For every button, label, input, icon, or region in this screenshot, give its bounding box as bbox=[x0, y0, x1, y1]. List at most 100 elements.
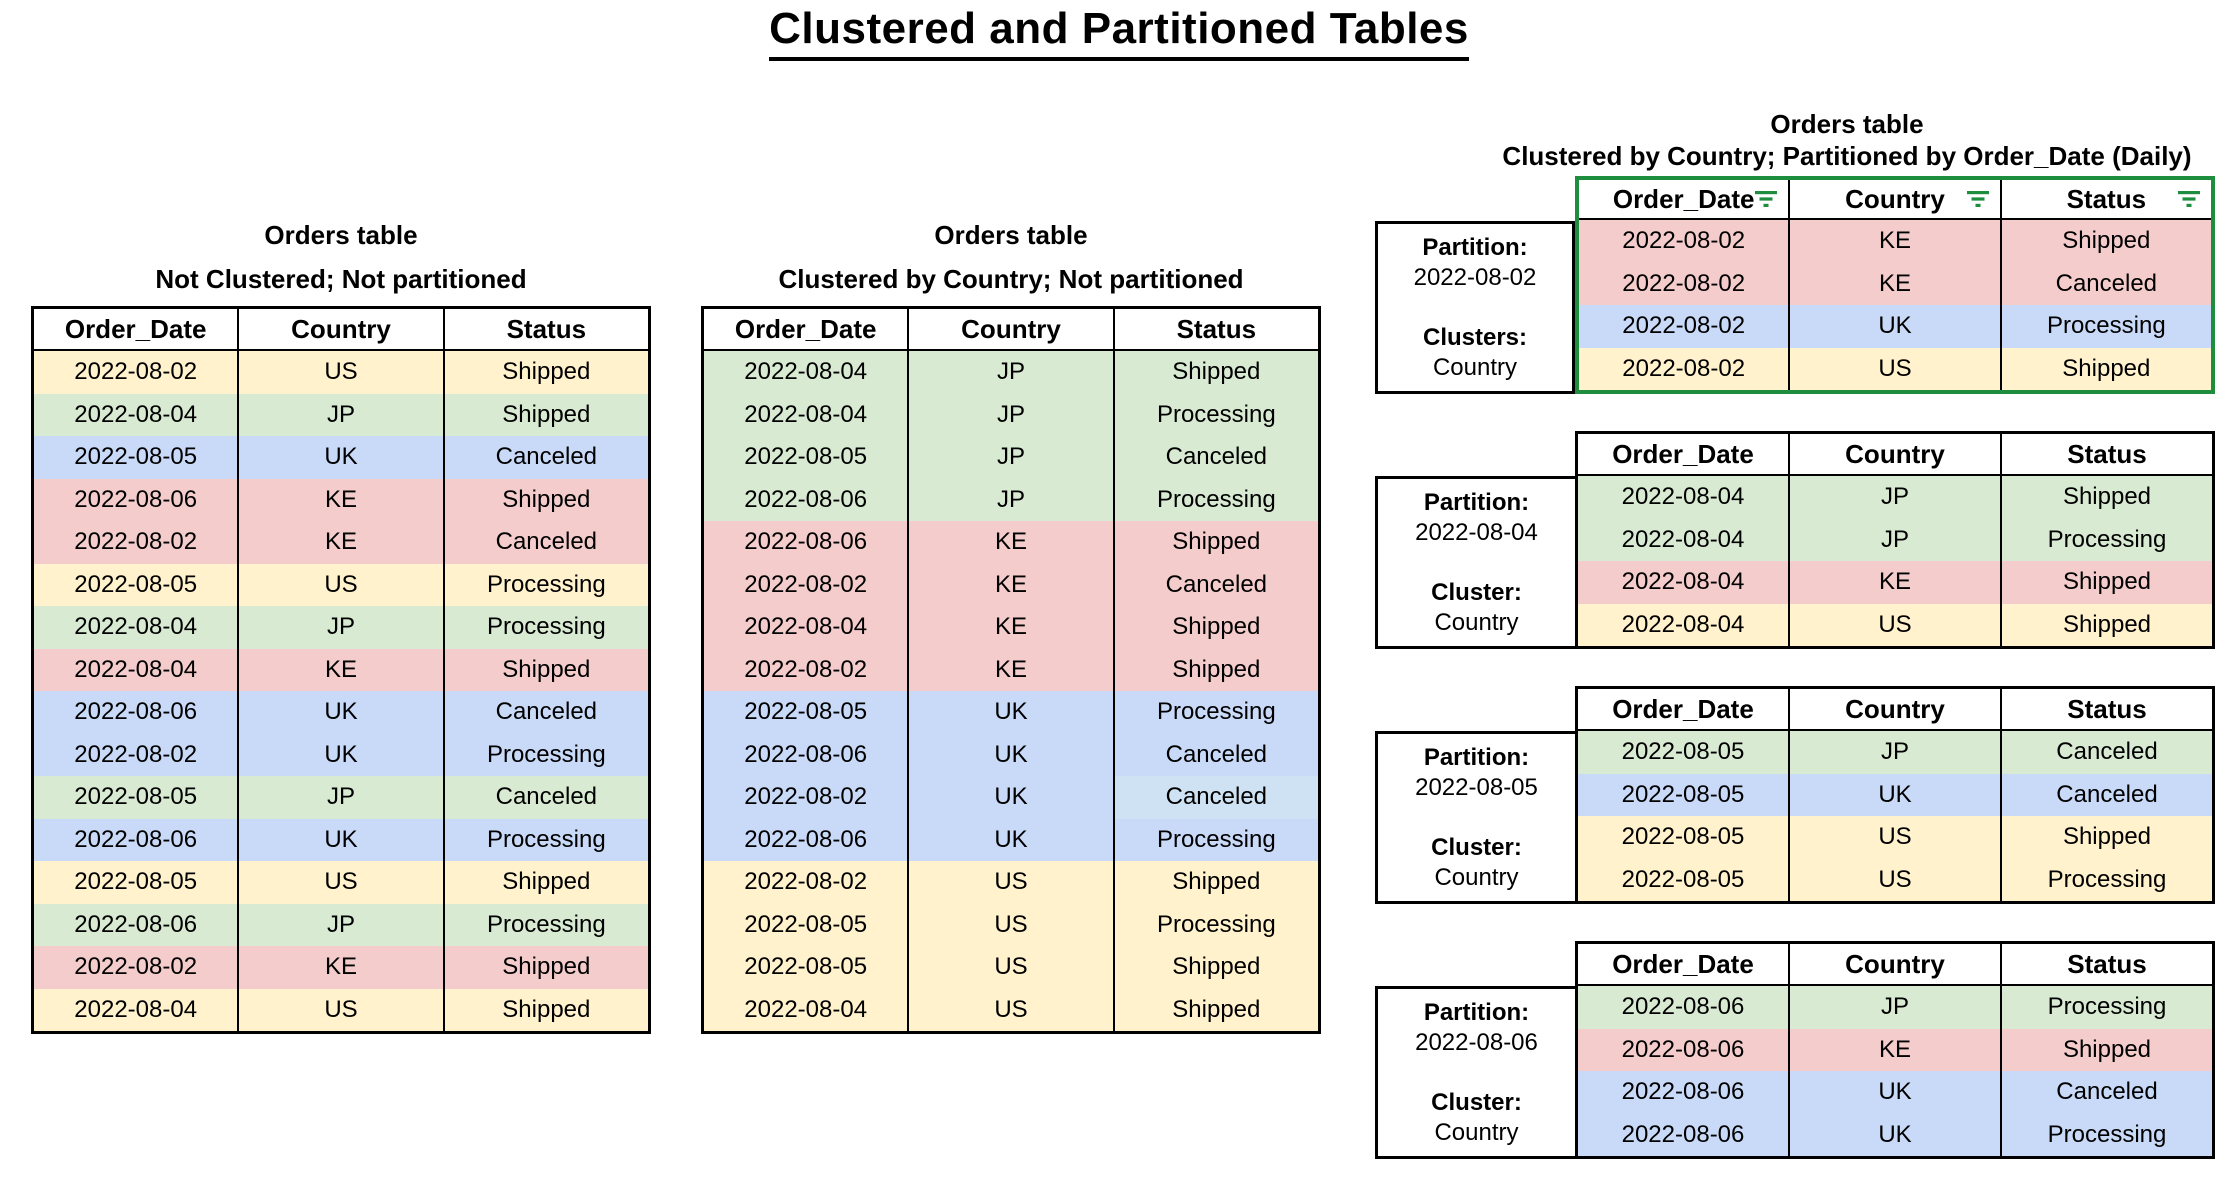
table-row: 2022-08-05 US Shipped bbox=[704, 946, 1318, 989]
cell-country: KE bbox=[909, 521, 1115, 564]
table-row: 2022-08-02 US Shipped bbox=[1579, 347, 2211, 390]
table-row: 2022-08-06 KE Shipped bbox=[34, 478, 648, 521]
cell-country: UK bbox=[239, 691, 445, 734]
table-row: 2022-08-02 KE Shipped bbox=[34, 946, 648, 989]
partition-value: 2022-08-06 bbox=[1415, 1029, 1538, 1056]
cluster-label-group: Clusters: Country bbox=[1423, 323, 1527, 383]
table-row: 2022-08-06 UK Processing bbox=[34, 818, 648, 861]
cell-country: JP bbox=[1790, 518, 2002, 561]
filter-icon bbox=[1966, 191, 1989, 207]
table-row: 2022-08-05 US Processing bbox=[704, 903, 1318, 946]
cell-status: Shipped bbox=[444, 946, 648, 989]
column-header-order-date: Order_Date bbox=[1579, 180, 1791, 218]
section-clustered-partitioned-headings: Orders table Clustered by Country; Parti… bbox=[1462, 108, 2232, 172]
cell-status: Processing bbox=[444, 563, 648, 606]
table-body: 2022-08-02 US Shipped 2022-08-04 JP Shipped 20… bbox=[34, 351, 648, 1031]
cell-status: Processing bbox=[444, 733, 648, 776]
table-row: 2022-08-06 UK Processing bbox=[1578, 1113, 2212, 1156]
cell-order-date: 2022-08-02 bbox=[1579, 262, 1791, 305]
cell-order-date: 2022-08-05 bbox=[34, 776, 240, 819]
cell-order-date: 2022-08-02 bbox=[704, 648, 910, 691]
table-row: 2022-08-05 US Shipped bbox=[1578, 816, 2212, 859]
cluster-label-group: Cluster: Country bbox=[1431, 578, 1522, 638]
column-header-country: Country bbox=[1790, 434, 2002, 474]
column-header-country: Country bbox=[239, 309, 445, 349]
cell-order-date: 2022-08-04 bbox=[704, 393, 910, 436]
table-header-row: Order_Date Country Status bbox=[704, 309, 1318, 351]
table-row: 2022-08-04 KE Shipped bbox=[1578, 561, 2212, 604]
cell-status: Shipped bbox=[2002, 476, 2212, 519]
partition-data-table: Order_Date Country bbox=[1575, 941, 2215, 1159]
cell-country: UK bbox=[239, 733, 445, 776]
table-row: 2022-08-04 US Shipped bbox=[34, 988, 648, 1031]
table-row: 2022-08-04 JP Shipped bbox=[1578, 476, 2212, 519]
partition-block: Partition: 2022-08-05 Cluster: Country O… bbox=[1375, 686, 2215, 904]
table-body: 2022-08-04 JP Shipped 2022-08-04 JP Processin… bbox=[1578, 476, 2212, 646]
partition-data-table: Order_Date Country bbox=[1575, 176, 2215, 394]
cell-order-date: 2022-08-06 bbox=[34, 903, 240, 946]
cell-country: US bbox=[909, 861, 1115, 904]
table-row: 2022-08-02 KE Shipped bbox=[1579, 220, 2211, 263]
cell-country: US bbox=[1790, 347, 2002, 390]
cluster-value: Country bbox=[1432, 354, 1518, 381]
partition-data-table: Order_Date Country bbox=[1575, 686, 2215, 904]
cell-country: US bbox=[239, 988, 445, 1031]
cell-status: Processing bbox=[444, 903, 648, 946]
cell-status: Processing bbox=[2002, 986, 2212, 1029]
cell-order-date: 2022-08-04 bbox=[704, 351, 910, 394]
column-header-order-date: Order_Date bbox=[1578, 944, 1790, 984]
cell-status: Shipped bbox=[1114, 606, 1318, 649]
cell-country: US bbox=[1790, 603, 2002, 646]
cell-order-date: 2022-08-06 bbox=[704, 478, 910, 521]
column-header-order-date: Order_Date bbox=[34, 309, 240, 349]
table-row: 2022-08-06 UK Canceled bbox=[1578, 1071, 2212, 1114]
cell-status: Canceled bbox=[444, 776, 648, 819]
cell-order-date: 2022-08-05 bbox=[704, 903, 910, 946]
cell-status: Canceled bbox=[444, 521, 648, 564]
orders-table-heading: Orders table bbox=[1770, 109, 1924, 139]
cell-country: KE bbox=[1790, 561, 2002, 604]
table-row: 2022-08-05 US Processing bbox=[1578, 858, 2212, 901]
cell-country: UK bbox=[1790, 773, 2002, 816]
cell-country: UK bbox=[909, 691, 1115, 734]
page-title: Clustered and Partitioned Tables bbox=[769, 4, 1469, 61]
table-row: 2022-08-06 JP Processing bbox=[34, 903, 648, 946]
column-header-country: Country bbox=[1790, 180, 2002, 218]
cell-status: Canceled bbox=[444, 691, 648, 734]
cell-order-date: 2022-08-02 bbox=[34, 946, 240, 989]
cell-country: JP bbox=[909, 436, 1115, 479]
cell-country: US bbox=[1790, 816, 2002, 859]
table-row: 2022-08-05 US Processing bbox=[34, 563, 648, 606]
partition-label: Partition: bbox=[1422, 234, 1528, 261]
cluster-value: Country bbox=[1434, 609, 1519, 636]
cell-country: US bbox=[909, 903, 1115, 946]
cell-country: JP bbox=[239, 393, 445, 436]
cell-country: UK bbox=[1790, 1071, 2002, 1114]
column-header-status: Status bbox=[2067, 948, 2147, 979]
partition-label: Partition: bbox=[1423, 489, 1530, 516]
partition-label-box: Partition: 2022-08-05 Cluster: Country bbox=[1375, 731, 1575, 904]
partition-label-group: Partition: 2022-08-02 bbox=[1414, 233, 1537, 293]
cell-country: KE bbox=[239, 521, 445, 564]
cell-status: Canceled bbox=[1114, 436, 1318, 479]
cell-country: KE bbox=[1790, 220, 2002, 263]
cell-status: Processing bbox=[1114, 393, 1318, 436]
cell-status: Shipped bbox=[444, 988, 648, 1031]
table-row: 2022-08-05 JP Canceled bbox=[704, 436, 1318, 479]
table-row: 2022-08-02 UK Canceled bbox=[704, 776, 1318, 819]
cell-order-date: 2022-08-02 bbox=[704, 861, 910, 904]
cell-order-date: 2022-08-05 bbox=[704, 691, 910, 734]
cell-status: Canceled bbox=[444, 436, 648, 479]
table-row: 2022-08-02 UK Processing bbox=[1579, 305, 2211, 348]
table-row: 2022-08-02 KE Shipped bbox=[704, 648, 1318, 691]
cluster-label: Cluster: bbox=[1431, 834, 1522, 861]
cell-order-date: 2022-08-05 bbox=[1578, 816, 1790, 859]
table-row: 2022-08-05 UK Canceled bbox=[1578, 773, 2212, 816]
cell-order-date: 2022-08-04 bbox=[34, 393, 240, 436]
cell-country: UK bbox=[909, 733, 1115, 776]
cell-country: JP bbox=[239, 776, 445, 819]
cell-order-date: 2022-08-05 bbox=[704, 946, 910, 989]
cell-country: UK bbox=[909, 776, 1115, 819]
column-header-status: Status bbox=[506, 313, 587, 344]
cell-order-date: 2022-08-06 bbox=[1578, 1071, 1790, 1114]
